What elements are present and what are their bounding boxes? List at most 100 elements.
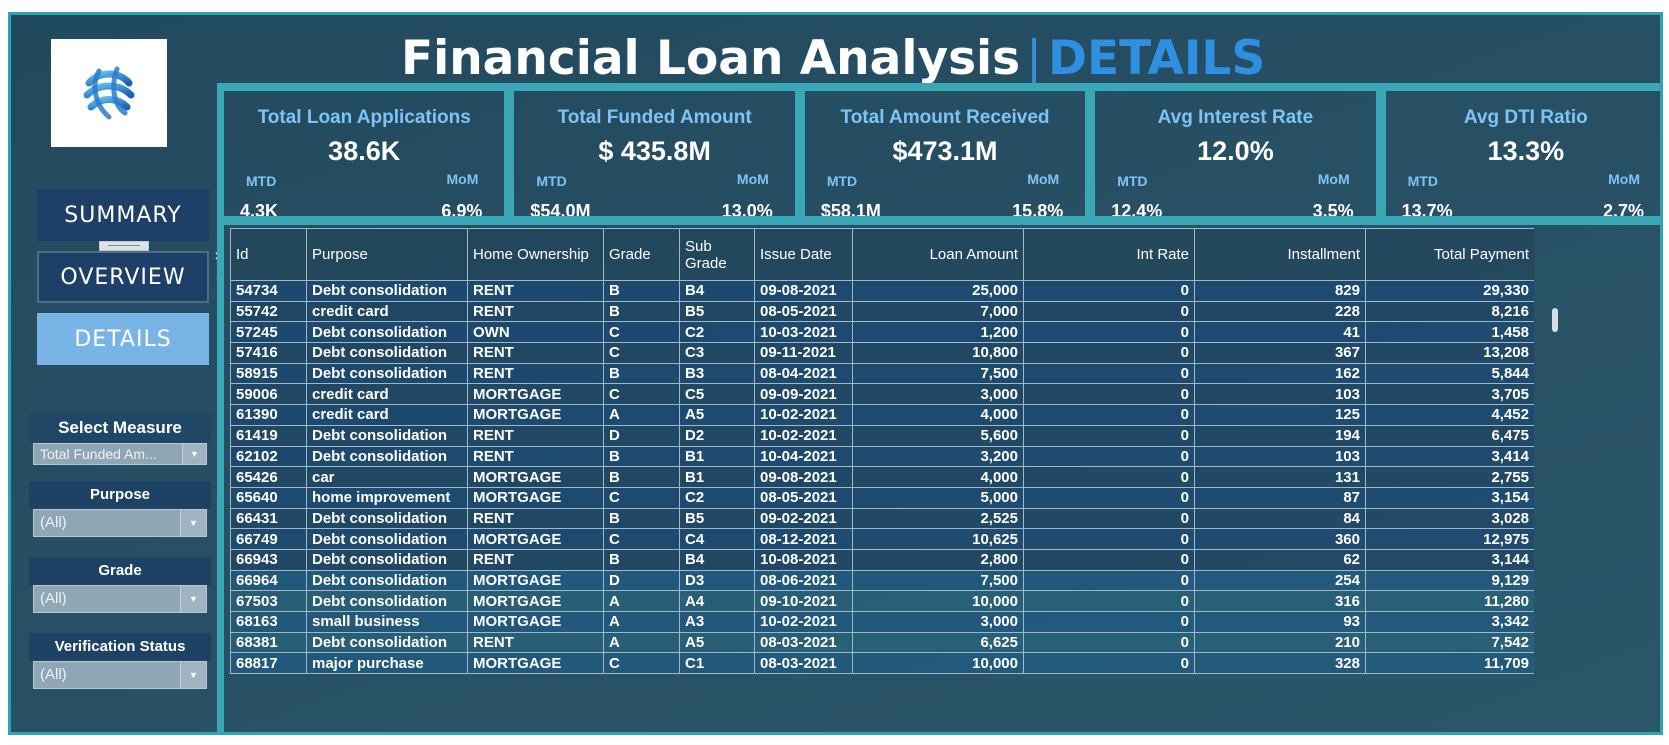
table-cell: RENT <box>467 342 604 364</box>
table-row[interactable]: 67503 Debt consolidation MORTGAGE A A4 09-10-… <box>230 590 1534 612</box>
table-row[interactable]: 58915 Debt consolidation RENT B B3 08-04-2021… <box>230 362 1534 385</box>
table-row[interactable]: 68163 small business MORTGAGE A A3 10-02-2021… <box>230 611 1534 633</box>
table-row[interactable]: 55742 credit card RENT B B5 08-05-2021 7,000 0 2… <box>230 300 1534 323</box>
table-cell: 3,000 <box>852 611 1024 633</box>
table-row[interactable]: 66943 Debt consolidation RENT B B4 10-08-2021… <box>230 548 1534 571</box>
filter-verification-status: Verification Status (All) ▼ <box>29 633 211 689</box>
table-cell: 62102 <box>230 445 307 468</box>
table-row[interactable]: 57245 Debt consolidation OWN C C2 10-03-2021 1… <box>230 321 1534 344</box>
filter-purpose: Purpose (All) ▼ <box>29 481 211 537</box>
table-cell: D3 <box>679 569 755 592</box>
measure-dropdown[interactable]: Total Funded Am... ▼ <box>33 443 207 465</box>
drag-handle[interactable] <box>99 241 149 251</box>
column-header[interactable]: Installment <box>1194 228 1366 281</box>
kpi-mtd-label: MTD <box>1407 173 1438 189</box>
table-row[interactable]: 61419 Debt consolidation RENT D D2 10-02-2021… <box>230 424 1534 447</box>
table-cell: 316 <box>1194 590 1366 612</box>
table-cell: A <box>603 590 680 612</box>
kpi-mom-label: MoM <box>1317 171 1350 187</box>
table-cell: Debt consolidation <box>306 507 468 530</box>
table-cell: 57245 <box>230 321 307 344</box>
table-cell: C <box>603 486 680 509</box>
kpi-value: $ 435.8M <box>598 136 711 166</box>
table-row[interactable]: 66964 Debt consolidation MORTGAGE D D3 08-06-… <box>230 569 1534 592</box>
table-row[interactable]: 65640 home improvement MORTGAGE C C2 08-05-20… <box>230 486 1534 509</box>
table-cell: RENT <box>467 424 604 447</box>
table-body: 54734 Debt consolidation RENT B B4 09-08-2021… <box>230 280 1534 675</box>
column-header[interactable]: Home Ownership <box>467 228 604 281</box>
table-cell: 0 <box>1023 528 1195 550</box>
table-cell: 08-04-2021 <box>754 362 853 385</box>
kpi-title: Avg Interest Rate <box>1157 107 1314 128</box>
details-table-viewport[interactable]: Id Purpose Home Ownership Grade Sub Grade Iss… <box>230 228 1534 684</box>
table-cell: C <box>603 652 680 675</box>
column-header[interactable]: Id <box>230 228 307 281</box>
table-cell: 61419 <box>230 424 307 447</box>
table-row[interactable]: 66749 Debt consolidation MORTGAGE C C4 08-12-… <box>230 528 1534 550</box>
table-row[interactable]: 68817 major purchase MORTGAGE C C1 08-03-2021… <box>230 652 1534 675</box>
table-cell: 12,975 <box>1365 528 1534 550</box>
table-cell: 4,000 <box>852 404 1024 426</box>
column-header[interactable]: Int Rate <box>1023 228 1195 281</box>
column-header[interactable]: Grade <box>603 228 680 281</box>
table-cell: credit card <box>306 404 468 426</box>
table-cell: 6,475 <box>1365 424 1534 447</box>
table-cell: B <box>603 362 680 385</box>
table-cell: MORTGAGE <box>467 404 604 426</box>
table-cell: 131 <box>1194 466 1366 488</box>
kpi-avg-dti-ratio: Avg DTI Ratio 13.3% MTD MoM 13.7% 2.7% <box>1386 91 1660 221</box>
table-cell: MORTGAGE <box>467 569 604 592</box>
purpose-dropdown[interactable]: (All) ▼ <box>33 509 207 537</box>
kpi-title: Avg DTI Ratio <box>1463 107 1588 128</box>
table-cell: 162 <box>1194 362 1366 385</box>
column-header[interactable]: Sub Grade <box>679 228 755 281</box>
table-cell: Debt consolidation <box>306 590 468 612</box>
kpi-value: $473.1M <box>892 136 998 166</box>
table-cell: 0 <box>1023 404 1195 426</box>
table-cell: 228 <box>1194 300 1366 323</box>
table-row[interactable]: 54734 Debt consolidation RENT B B4 09-08-2021… <box>230 280 1534 302</box>
table-row[interactable]: 61390 credit card MORTGAGE A A5 10-02-2021 4,0… <box>230 404 1534 426</box>
table-row[interactable]: 66431 Debt consolidation RENT B B5 09-02-2021… <box>230 507 1534 530</box>
table-cell: D2 <box>679 424 755 447</box>
table-cell: 7,000 <box>852 300 1024 323</box>
table-row[interactable]: 57416 Debt consolidation RENT C C3 09-11-2021… <box>230 342 1534 364</box>
scrollbar-thumb[interactable] <box>1552 308 1558 332</box>
chevron-down-icon[interactable]: ▼ <box>180 586 206 612</box>
column-header[interactable]: Purpose <box>306 228 468 281</box>
kpi-total-amount-received: Total Amount Received $473.1M MTD MoM $5… <box>805 91 1096 221</box>
kpi-title: Total Loan Applications <box>257 107 471 128</box>
table-row[interactable]: 59006 credit card MORTGAGE C C5 09-09-2021 3,0… <box>230 383 1534 406</box>
table-cell: 7,542 <box>1365 631 1534 654</box>
table-cell: MORTGAGE <box>467 466 604 488</box>
column-header[interactable]: Total Payment <box>1365 228 1534 281</box>
column-header[interactable]: Issue Date <box>754 228 853 281</box>
nav-details-button[interactable]: DETAILS <box>37 313 209 365</box>
kpi-mom-label: MoM <box>736 171 769 187</box>
table-cell: RENT <box>467 280 604 302</box>
table-cell: 10-08-2021 <box>754 548 853 571</box>
title-accent: DETAILS <box>1048 31 1266 86</box>
table-cell: C2 <box>679 486 755 509</box>
table-cell: 08-06-2021 <box>754 569 853 592</box>
nav-overview-button[interactable]: OVERVIEW <box>37 251 209 303</box>
table-cell: 0 <box>1023 445 1195 468</box>
table-cell: C3 <box>679 342 755 364</box>
table-cell: 11,709 <box>1365 652 1534 675</box>
chevron-down-icon[interactable]: ▼ <box>180 510 206 536</box>
table-row[interactable]: 68381 Debt consolidation RENT A A5 08-03-2021… <box>230 631 1534 654</box>
table-row[interactable]: 62102 Debt consolidation RENT B B1 10-04-2021… <box>230 445 1534 468</box>
grade-dropdown[interactable]: (All) ▼ <box>33 585 207 613</box>
dropdown-value: (All) <box>40 514 67 531</box>
table-row[interactable]: 65426 car MORTGAGE B B1 09-08-2021 4,000 0 131 2,… <box>230 466 1534 488</box>
chevron-down-icon[interactable]: ▼ <box>182 444 206 464</box>
table-cell: 08-03-2021 <box>754 631 853 654</box>
nav-summary-button[interactable]: SUMMARY <box>37 189 209 241</box>
column-header[interactable]: Loan Amount <box>852 228 1024 281</box>
table-cell: 4,452 <box>1365 404 1534 426</box>
verification-dropdown[interactable]: (All) ▼ <box>33 661 207 689</box>
chevron-down-icon[interactable]: ▼ <box>180 662 206 688</box>
table-cell: 3,028 <box>1365 507 1534 530</box>
kpi-total-funded-amount: Total Funded Amount $ 435.8M MTD MoM $54… <box>514 91 805 221</box>
kpi-value: 12.0% <box>1197 136 1274 166</box>
